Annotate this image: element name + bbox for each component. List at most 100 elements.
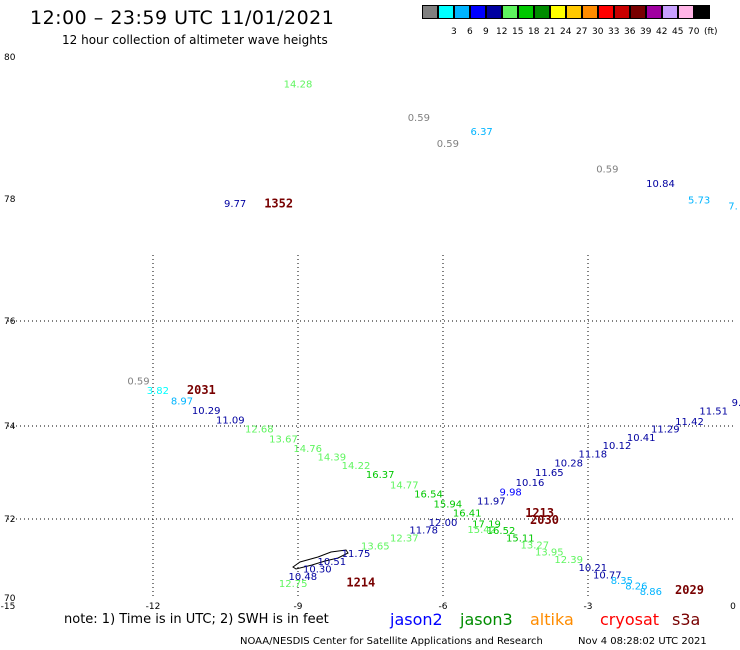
- legend-label: 24: [560, 27, 572, 37]
- wave-height-value: 11.65: [535, 468, 564, 479]
- wave-height-value: 10.16: [516, 478, 545, 489]
- latitude-tick: 70: [4, 594, 16, 604]
- latitude-tick: 78: [4, 195, 16, 205]
- legend-unit: (ft): [704, 27, 718, 37]
- wave-height-value: 10.30: [303, 565, 332, 576]
- wave-height-value: 17.19: [472, 519, 501, 530]
- legend-swatch: [598, 5, 614, 19]
- wave-height-value: 9.: [732, 398, 740, 409]
- satellite-label-s3a: s3a: [672, 610, 701, 629]
- wave-height-value: 14.76: [293, 444, 322, 455]
- legend-label: 18: [528, 27, 540, 37]
- longitude-tick: -12: [146, 602, 161, 612]
- jan-mayen-island: [292, 549, 349, 570]
- wave-height-value: 10.41: [627, 433, 656, 444]
- legend-swatch: [502, 5, 518, 19]
- wave-height-value: 15.11: [506, 534, 535, 545]
- wave-height-value: 8.26: [625, 582, 647, 593]
- wave-height-value: 11.18: [579, 450, 608, 461]
- wave-height-value: 10.84: [646, 179, 675, 190]
- pass-time-label: 2029: [675, 583, 704, 597]
- legend-swatch: [454, 5, 470, 19]
- wave-height-value: 10.48: [289, 572, 318, 583]
- wave-height-value: 11.78: [409, 526, 438, 537]
- wave-height-value: 14.28: [284, 80, 313, 91]
- wave-height-value: 16.41: [453, 509, 482, 520]
- legend-swatch: [518, 5, 534, 19]
- legend-label: 9: [483, 27, 489, 37]
- wave-height-value: 10.21: [579, 563, 608, 574]
- wave-height-value: 10.51: [318, 557, 347, 568]
- map-subtitle: 12 hour collection of altimeter wave hei…: [62, 33, 328, 47]
- wave-height-value: 8.35: [611, 576, 633, 587]
- legend-swatch: [678, 5, 694, 19]
- wave-height-value: 7.: [728, 201, 738, 212]
- map-title: 12:00 – 23:59 UTC 11/01/2021: [30, 7, 335, 29]
- wave-height-value: 10.12: [603, 441, 632, 452]
- wave-height-value: 0.59: [596, 165, 618, 176]
- wave-height-value: 10.29: [192, 406, 221, 417]
- latitude-tick: 72: [4, 515, 15, 525]
- legend-swatch: [614, 5, 630, 19]
- latitude-tick: 74: [4, 422, 16, 432]
- legend-swatch: [566, 5, 582, 19]
- map-axis-ticks: 80 78 76 74 72 70-15 -12 -9 -6 -3 0: [1, 53, 736, 612]
- wave-height-value: 11.97: [477, 497, 506, 508]
- map-grid: [8, 255, 733, 598]
- wave-height-value: 14.77: [390, 480, 419, 491]
- longitude-tick: -6: [439, 602, 448, 612]
- pass-time-label: 2030: [530, 513, 559, 527]
- legend-label: 21: [544, 27, 556, 37]
- legend-swatch: [630, 5, 646, 19]
- wave-height-value: 10.77: [593, 570, 622, 581]
- wave-height-value: 13.95: [535, 548, 564, 559]
- latitude-tick: 80: [4, 53, 16, 63]
- legend-swatch: [646, 5, 662, 19]
- legend-label: 12: [496, 27, 508, 37]
- wave-height-value: 14.22: [342, 461, 371, 472]
- longitude-tick: -15: [1, 602, 16, 612]
- satellite-label-jason3: jason3: [460, 610, 513, 629]
- wave-height-value: 12.37: [390, 534, 419, 545]
- wave-height-value: 15.42: [467, 525, 496, 536]
- legend-swatch: [422, 5, 438, 19]
- wave-height-value: 5.73: [688, 195, 710, 206]
- footnote: note: 1) Time is in UTC; 2) SWH is in fe…: [64, 612, 329, 627]
- wave-height-value: 11.42: [675, 417, 704, 428]
- legend-swatch: [582, 5, 598, 19]
- longitude-tick: -3: [584, 602, 593, 612]
- wave-height-value: 0.59: [437, 139, 459, 150]
- legend-swatch: [438, 5, 454, 19]
- wave-height-value: 8.86: [640, 587, 662, 598]
- legend-label: 45: [672, 27, 684, 37]
- wave-height-value: 16.52: [487, 526, 516, 537]
- legend-swatch: [534, 5, 550, 19]
- wave-height-value: 9.98: [500, 487, 522, 498]
- legend-label: 42: [656, 27, 668, 37]
- satellite-label-jason2: jason2: [390, 610, 443, 629]
- legend-label: 3: [451, 27, 457, 37]
- legend-label: 33: [608, 27, 620, 37]
- wave-height-legend: 3 6 9 12 15 18 21 24 27 30 33 36 39 42 45 70 (ft): [422, 5, 718, 37]
- legend-label: 15: [512, 27, 524, 37]
- generated-timestamp: Nov 4 08:28:02 UTC 2021: [578, 636, 707, 647]
- wave-height-value: 3.82: [147, 386, 169, 397]
- latitude-tick: 76: [4, 317, 16, 327]
- wave-height-value: 12.68: [245, 425, 274, 436]
- wave-height-value: 13.65: [361, 541, 390, 552]
- pass-time-label: 1214: [346, 576, 375, 590]
- legend-label: 70: [688, 27, 700, 37]
- legend-swatch: [694, 5, 710, 19]
- wave-height-value: 13.27: [521, 541, 550, 552]
- wave-height-value: 11.09: [216, 415, 245, 426]
- wave-height-observations: 14.28 0.59 6.37 0.59 0.59 10.84 5.73 7. 9.77 0.59…: [127, 80, 740, 598]
- wave-height-value: 12.00: [429, 518, 458, 529]
- wave-height-value: 16.54: [414, 490, 443, 501]
- legend-swatch: [486, 5, 502, 19]
- pass-time-label: 1213: [525, 506, 554, 520]
- wave-height-value: 13.67: [269, 434, 298, 445]
- wave-height-value: 14.39: [318, 452, 347, 463]
- legend-swatch: [550, 5, 566, 19]
